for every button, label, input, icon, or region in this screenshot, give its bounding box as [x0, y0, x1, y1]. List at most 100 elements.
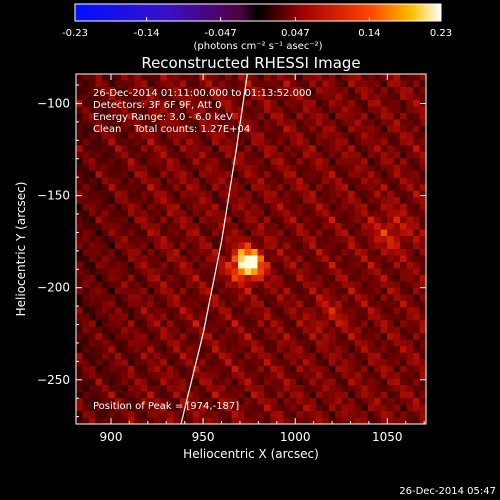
heatmap-cell — [374, 326, 382, 334]
heatmap-cell — [283, 112, 291, 120]
heatmap-cell — [192, 372, 200, 380]
heatmap-cell — [114, 210, 122, 217]
heatmap-cell — [173, 93, 181, 101]
heatmap-cell — [231, 106, 239, 114]
heatmap-cell — [309, 391, 317, 399]
heatmap-cell — [309, 294, 317, 302]
heatmap-cell — [186, 125, 194, 133]
heatmap-cell — [140, 287, 148, 295]
heatmap-cell — [341, 320, 349, 328]
heatmap-cell — [238, 229, 245, 237]
heatmap-cell — [400, 151, 407, 159]
heatmap-cell — [199, 398, 207, 405]
heatmap-cell — [140, 197, 148, 205]
heatmap-cell — [302, 365, 310, 373]
heatmap-cell — [289, 411, 297, 418]
heatmap-cell — [82, 197, 90, 205]
heatmap-cell — [134, 365, 142, 373]
heatmap-cell — [121, 93, 129, 101]
heatmap-cell — [244, 249, 252, 256]
heatmap-cell — [127, 93, 135, 101]
heatmap-cell — [263, 93, 271, 101]
heatmap-cell — [244, 74, 252, 81]
heatmap-cell — [88, 210, 96, 217]
heatmap-cell — [289, 106, 297, 114]
heatmap-cell — [114, 125, 122, 133]
heatmap-cell — [186, 411, 194, 418]
heatmap-cell — [406, 203, 414, 211]
heatmap-cell — [289, 145, 297, 153]
heatmap-cell — [199, 249, 207, 256]
heatmap-cell — [296, 106, 304, 114]
heatmap-cell — [263, 229, 271, 237]
heatmap-cell — [121, 236, 129, 243]
heatmap-cell — [160, 145, 168, 153]
heatmap-cell — [114, 106, 122, 114]
heatmap-cell — [257, 125, 265, 133]
heatmap-cell — [225, 74, 232, 81]
heatmap-cell — [186, 333, 194, 341]
heatmap-cell — [134, 151, 142, 159]
heatmap-cell — [166, 229, 174, 237]
heatmap-cell — [114, 398, 122, 405]
heatmap-cell — [140, 125, 148, 133]
heatmap-cell — [335, 197, 343, 205]
heatmap-cell — [153, 385, 161, 392]
heatmap-cell — [114, 268, 122, 276]
heatmap-cell — [134, 411, 142, 418]
heatmap-cell — [302, 197, 310, 205]
heatmap-cell — [276, 313, 284, 321]
heatmap-cell — [328, 203, 336, 211]
heatmap-cell — [361, 80, 369, 88]
heatmap-cell — [166, 236, 174, 243]
heatmap-cell — [218, 74, 226, 81]
heatmap-cell — [263, 398, 271, 405]
heatmap-cell — [160, 138, 168, 146]
heatmap-cell — [328, 216, 336, 224]
heatmap-cell — [296, 171, 304, 179]
heatmap-cell — [302, 223, 310, 230]
heatmap-cell — [341, 378, 349, 386]
heatmap-cell — [322, 106, 330, 114]
heatmap-cell — [374, 119, 382, 127]
heatmap-cell — [263, 132, 271, 140]
heatmap-cell — [406, 417, 414, 424]
heatmap-cell — [140, 158, 148, 166]
heatmap-cell — [251, 307, 258, 315]
heatmap-cell — [101, 404, 109, 412]
heatmap-cell — [179, 112, 187, 120]
heatmap-cell — [108, 313, 116, 321]
heatmap-cell — [179, 80, 187, 88]
heatmap-cell — [212, 229, 219, 237]
heatmap-cell — [244, 255, 252, 263]
heatmap-cell — [76, 261, 83, 269]
heatmap-cell — [76, 242, 83, 250]
heatmap-cell — [205, 145, 213, 153]
heatmap-cell — [270, 398, 278, 405]
heatmap-cell — [160, 190, 168, 198]
heatmap-cell — [186, 255, 194, 263]
heatmap-cell — [283, 339, 291, 347]
heatmap-cell — [192, 255, 200, 263]
heatmap-cell — [341, 203, 349, 211]
heatmap-cell — [354, 365, 362, 373]
heatmap-cell — [341, 190, 349, 198]
heatmap-cell — [76, 151, 83, 159]
heatmap-cell — [322, 177, 330, 185]
heatmap-cell — [354, 398, 362, 405]
heatmap-cell — [387, 203, 394, 211]
heatmap-cell — [173, 313, 181, 321]
heatmap-cell — [225, 411, 232, 418]
heatmap-cell — [76, 268, 83, 276]
heatmap-cell — [192, 300, 200, 308]
heatmap-cell — [82, 119, 90, 127]
heatmap-cell — [147, 313, 155, 321]
heatmap-cell — [302, 359, 310, 367]
heatmap-cell — [374, 203, 382, 211]
heatmap-cell — [380, 80, 388, 88]
heatmap-cell — [101, 112, 109, 120]
heatmap-cell — [192, 411, 200, 418]
heatmap-cell — [361, 352, 369, 360]
heatmap-cell — [192, 346, 200, 354]
heatmap-cell — [186, 274, 194, 282]
